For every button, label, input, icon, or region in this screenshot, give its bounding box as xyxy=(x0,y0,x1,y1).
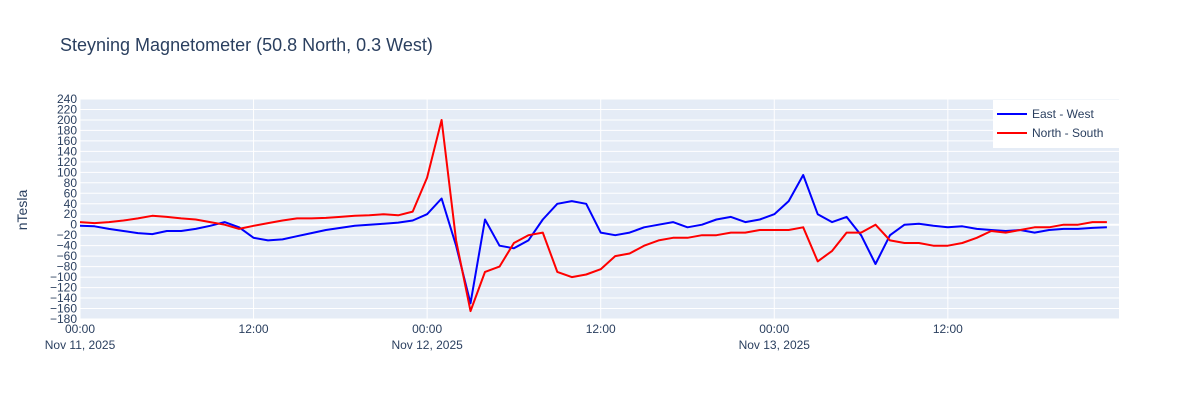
y-tick-label: −120 xyxy=(50,281,77,295)
x-tick-line: Nov 11, 2025 xyxy=(45,338,116,352)
y-tick-label: 140 xyxy=(57,144,77,158)
x-tick-line: 00:00 xyxy=(412,322,442,336)
x-tick-line: 12:00 xyxy=(933,322,963,336)
plot-background xyxy=(80,99,1119,319)
series-line xyxy=(79,174,1107,305)
legend-label: East - West xyxy=(1032,107,1094,121)
legend-label: North - South xyxy=(1032,126,1103,140)
series-line xyxy=(79,119,1107,313)
y-tick-label: −160 xyxy=(50,302,77,316)
x-tick-label: 00:00 Nov 13, 2025 xyxy=(739,322,811,352)
y-tick-label: −40 xyxy=(57,239,78,253)
y-tick-label: 80 xyxy=(64,176,78,190)
y-tick-label: 100 xyxy=(57,165,77,179)
y-tick-label: 160 xyxy=(57,134,77,148)
x-tick-label: 12:00 xyxy=(933,322,963,336)
y-tick-label: 180 xyxy=(57,123,77,137)
y-axis-title: nTesla xyxy=(14,190,30,231)
y-tick-label: −180 xyxy=(50,312,77,326)
x-tick-label: 12:00 xyxy=(586,322,616,336)
y-tick-label: −100 xyxy=(50,270,77,284)
legend-item[interactable]: North - South xyxy=(997,126,1103,140)
legend: East - West North - South xyxy=(993,100,1119,148)
legend-box xyxy=(993,100,1119,148)
grid xyxy=(79,98,1119,320)
y-tick-label: −80 xyxy=(57,260,78,274)
x-tick-line: 00:00 xyxy=(759,322,789,336)
x-tick-label: 00:00 Nov 12, 2025 xyxy=(391,322,463,352)
x-tick-label: 12:00 xyxy=(239,322,269,336)
x-tick-label: 00:00 Nov 11, 2025 xyxy=(45,322,116,352)
x-tick-line: 00:00 xyxy=(65,322,95,336)
y-tick-label: 0 xyxy=(70,218,77,232)
y-tick-label: −140 xyxy=(50,291,77,305)
legend-item[interactable]: East - West xyxy=(997,107,1094,121)
y-tick-label: 120 xyxy=(57,155,77,169)
y-tick-label: −60 xyxy=(57,249,78,263)
x-tick-line: 12:00 xyxy=(239,322,269,336)
y-tick-label: 60 xyxy=(64,186,78,200)
y-tick-label: 20 xyxy=(64,207,78,221)
x-tick-line: Nov 12, 2025 xyxy=(391,338,463,352)
y-tick-label: −20 xyxy=(57,228,78,242)
y-tick-label: 40 xyxy=(64,197,78,211)
y-tick-label: 240 xyxy=(57,92,77,106)
y-tick-label: 200 xyxy=(57,113,77,127)
y-tick-label: 220 xyxy=(57,102,77,116)
chart-title: Steyning Magnetometer (50.8 North, 0.3 W… xyxy=(60,35,433,55)
x-tick-line: 12:00 xyxy=(586,322,616,336)
x-tick-line: Nov 13, 2025 xyxy=(739,338,811,352)
